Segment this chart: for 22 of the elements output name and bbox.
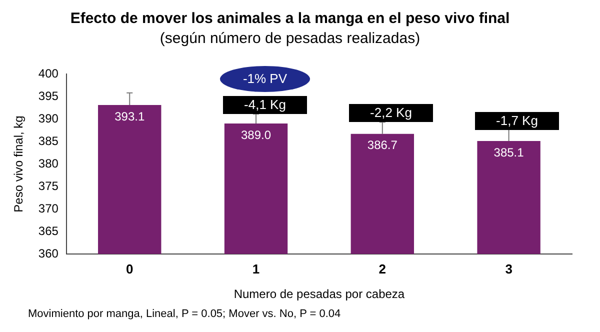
y-tick-label: 390 <box>38 111 59 126</box>
y-tick-label: 370 <box>38 201 59 216</box>
chart-subtitle: (según número de pesadas realizadas) <box>160 30 420 48</box>
chart-title: Efecto de mover los animales a la manga en el peso vivo final <box>70 10 510 28</box>
text: Movimiento por manga, Lineal, P = 0.05; Mover vs. No, P = 0.04 <box>27 308 342 320</box>
y-axis-title: Peso vivo final, kg <box>12 116 26 212</box>
y-tick-label: 395 <box>38 88 59 103</box>
x-tick-label: 1 <box>252 261 260 276</box>
data-label: 386.7 <box>367 138 398 152</box>
x-tick-label: 0 <box>126 261 134 276</box>
y-tick-label: 400 <box>38 66 59 80</box>
y-tick-label: 365 <box>38 224 59 238</box>
y-tick-label: 380 <box>38 156 59 170</box>
x-tick-label: 3 <box>505 261 512 276</box>
y-tick-label: 375 <box>38 178 59 193</box>
x-tick-label: 2 <box>378 261 386 276</box>
data-label: 389.0 <box>241 128 272 142</box>
data-label: 385.1 <box>494 145 524 160</box>
y-tick-label: 385 <box>38 134 59 148</box>
y-tick-label: 360 <box>38 246 59 260</box>
x-axis-title: Numero de pesadas por cabeza <box>234 287 405 302</box>
data-label: 393.1 <box>114 109 145 124</box>
